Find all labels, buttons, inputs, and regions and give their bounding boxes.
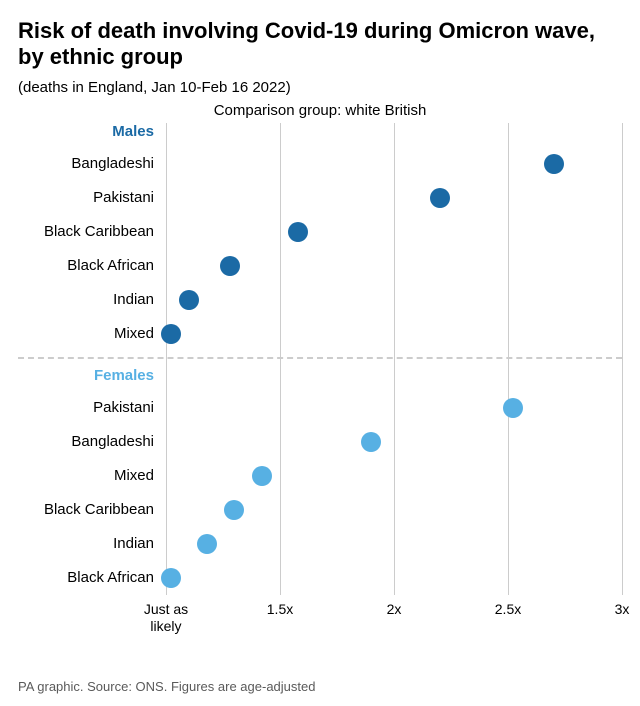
x-axis-tick-label: 3x xyxy=(615,601,630,618)
x-axis-tick-label: 1.5x xyxy=(267,601,293,618)
data-row: Mixed xyxy=(18,459,622,493)
row-label: Black African xyxy=(18,569,160,586)
data-row: Pakistani xyxy=(18,181,622,215)
data-row: Indian xyxy=(18,527,622,561)
row-label: Mixed xyxy=(18,325,160,342)
data-row: Pakistani xyxy=(18,391,622,425)
data-row: Black African xyxy=(18,561,622,595)
gridline xyxy=(622,123,623,595)
data-row: Black Caribbean xyxy=(18,493,622,527)
data-row: Bangladeshi xyxy=(18,425,622,459)
chart-subtitle: (deaths in England, Jan 10-Feb 16 2022) xyxy=(18,79,622,96)
row-label: Bangladeshi xyxy=(18,155,160,172)
data-row: Black Caribbean xyxy=(18,215,622,249)
row-label: Black Caribbean xyxy=(18,501,160,518)
row-label: Bangladeshi xyxy=(18,433,160,450)
comparison-label: Comparison group: white British xyxy=(18,102,622,119)
section-header-females: Females xyxy=(18,367,160,384)
row-label: Indian xyxy=(18,535,160,552)
section-divider xyxy=(18,357,622,359)
data-row: Black African xyxy=(18,249,622,283)
row-label: Black Caribbean xyxy=(18,223,160,240)
data-row: Indian xyxy=(18,283,622,317)
row-label: Pakistani xyxy=(18,399,160,416)
row-label: Indian xyxy=(18,291,160,308)
footer-source: PA graphic. Source: ONS. Figures are age… xyxy=(18,679,315,694)
row-label: Mixed xyxy=(18,467,160,484)
data-row: Mixed xyxy=(18,317,622,351)
chart-area: Males Bangladeshi Pakistani Black Caribbean… xyxy=(18,123,622,663)
row-label: Pakistani xyxy=(18,189,160,206)
chart-title: Risk of death involving Covid-19 during … xyxy=(18,18,622,71)
x-axis-tick-label: 2.5x xyxy=(495,601,521,618)
data-row: Bangladeshi xyxy=(18,147,622,181)
x-axis-tick-label: 2x xyxy=(387,601,402,618)
section-header-males: Males xyxy=(18,123,160,140)
row-label: Black African xyxy=(18,257,160,274)
x-axis-tick-label: Just aslikely xyxy=(144,601,188,635)
